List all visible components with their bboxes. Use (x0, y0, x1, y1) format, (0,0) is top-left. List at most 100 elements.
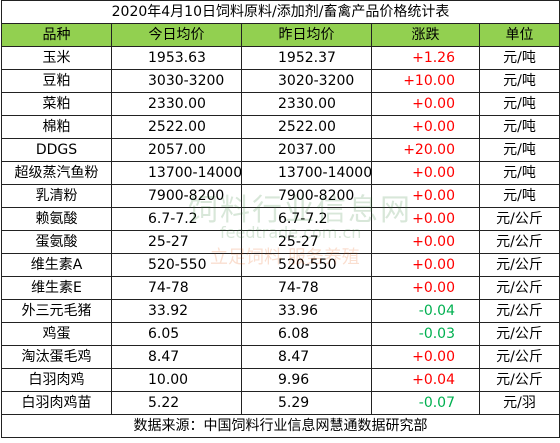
cell-change: +10.00 (371, 69, 480, 93)
cell-change: +0.00 (371, 345, 480, 369)
cell-variety: 乳清粉 (1, 184, 112, 208)
cell-unit: 元/公斤 (478, 322, 560, 346)
cell-unit: 元/吨 (478, 46, 560, 70)
cell-unit: 元/公斤 (478, 253, 560, 277)
cell-today-price: 5.22 (111, 391, 242, 415)
cell-variety: 白羽肉鸡 (1, 368, 112, 392)
cell-yesterday-price: 6.08 (241, 322, 372, 346)
cell-unit: 元/公斤 (478, 299, 560, 323)
table-row: 白羽肉鸡 10.00 9.96 +0.04 元/公斤 (1, 368, 560, 392)
cell-unit: 元/公斤 (478, 207, 560, 231)
cell-variety: 淘汰蛋毛鸡 (1, 345, 112, 369)
table-row: 白羽肉鸡苗 5.22 5.29 -0.07 元/羽 (1, 391, 560, 415)
table-row: 棉粕 2522.00 2522.00 +0.00 元/吨 (1, 115, 560, 139)
cell-unit: 元/公斤 (478, 345, 560, 369)
cell-unit: 元/公斤 (478, 276, 560, 300)
cell-today-price: 2522.00 (111, 115, 242, 139)
cell-yesterday-price: 2522.00 (241, 115, 372, 139)
cell-change: +0.00 (371, 253, 480, 277)
cell-change: +0.00 (371, 115, 480, 139)
cell-unit: 元/吨 (478, 138, 560, 162)
cell-yesterday-price: 9.96 (241, 368, 372, 392)
cell-variety: 外三元毛猪 (1, 299, 112, 323)
cell-change: -0.03 (371, 322, 480, 346)
cell-yesterday-price: 6.7-7.2 (241, 207, 372, 231)
table-body: 玉米 1953.63 1952.37 +1.26 元/吨 豆粕 3030-3200 3020-… (1, 46, 560, 415)
cell-variety: 白羽肉鸡苗 (1, 391, 112, 415)
cell-variety: 赖氨酸 (1, 207, 112, 231)
cell-variety: DDGS (1, 138, 112, 162)
cell-variety: 超级蒸汽鱼粉 (1, 161, 112, 185)
table-row: 超级蒸汽鱼粉 13700-14000 13700-14000 +0.00 元/吨 (1, 161, 560, 185)
cell-yesterday-price: 520-550 (241, 253, 372, 277)
cell-yesterday-price: 5.29 (241, 391, 372, 415)
cell-yesterday-price: 1952.37 (241, 46, 372, 70)
cell-yesterday-price: 3020-3200 (241, 69, 372, 93)
header-change: 涨跌 (371, 23, 480, 47)
header-today-price: 今日均价 (111, 23, 242, 47)
cell-variety: 玉米 (1, 46, 112, 70)
cell-change: +0.00 (371, 230, 480, 254)
cell-variety: 菜粕 (1, 92, 112, 116)
header-unit: 单位 (478, 23, 560, 47)
header-row: 品种 今日均价 昨日均价 涨跌 单位 (1, 23, 560, 47)
cell-change: -0.04 (371, 299, 480, 323)
cell-yesterday-price: 8.47 (241, 345, 372, 369)
cell-variety: 豆粕 (1, 69, 112, 93)
table-row: 乳清粉 7900-8200 7900-8200 +0.00 元/吨 (1, 184, 560, 208)
cell-variety: 蛋氨酸 (1, 230, 112, 254)
cell-change: +20.00 (371, 138, 480, 162)
cell-today-price: 13700-14000 (111, 161, 242, 185)
cell-change: +0.00 (371, 92, 480, 116)
cell-yesterday-price: 25-27 (241, 230, 372, 254)
cell-change: +0.00 (371, 161, 480, 185)
table-title: 2020年4月10日饲料原料/添加剂/畜禽产品价格统计表 (0, 0, 560, 24)
cell-unit: 元/羽 (478, 391, 560, 415)
cell-today-price: 8.47 (111, 345, 242, 369)
cell-unit: 元/吨 (478, 115, 560, 139)
cell-variety: 维生素A (1, 253, 112, 277)
table-row: 玉米 1953.63 1952.37 +1.26 元/吨 (1, 46, 560, 70)
cell-unit: 元/吨 (478, 184, 560, 208)
cell-unit: 元/吨 (478, 161, 560, 185)
cell-unit: 元/公斤 (478, 368, 560, 392)
cell-change: +0.00 (371, 184, 480, 208)
cell-today-price: 3030-3200 (111, 69, 242, 93)
table-row: 维生素E 74-78 74-78 +0.00 元/公斤 (1, 276, 560, 300)
cell-yesterday-price: 2037.00 (241, 138, 372, 162)
table-row: 外三元毛猪 33.92 33.96 -0.04 元/公斤 (1, 299, 560, 323)
cell-today-price: 520-550 (111, 253, 242, 277)
cell-unit: 元/公斤 (478, 230, 560, 254)
cell-today-price: 2057.00 (111, 138, 242, 162)
cell-unit: 元/吨 (478, 69, 560, 93)
cell-yesterday-price: 74-78 (241, 276, 372, 300)
table-row: 赖氨酸 6.7-7.2 6.7-7.2 +0.00 元/公斤 (1, 207, 560, 231)
cell-today-price: 6.05 (111, 322, 242, 346)
cell-change: +0.00 (371, 276, 480, 300)
header-variety: 品种 (1, 23, 112, 47)
table-row: DDGS 2057.00 2037.00 +20.00 元/吨 (1, 138, 560, 162)
cell-change: +0.04 (371, 368, 480, 392)
cell-today-price: 25-27 (111, 230, 242, 254)
cell-yesterday-price: 2330.00 (241, 92, 372, 116)
cell-today-price: 74-78 (111, 276, 242, 300)
title-row: 2020年4月10日饲料原料/添加剂/畜禽产品价格统计表 (0, 0, 560, 24)
table-row: 鸡蛋 6.05 6.08 -0.03 元/公斤 (1, 322, 560, 346)
cell-today-price: 7900-8200 (111, 184, 242, 208)
cell-today-price: 1953.63 (111, 46, 242, 70)
cell-yesterday-price: 13700-14000 (241, 161, 372, 185)
footer-row: 数据来源：中国饲料行业信息网慧通数据研究部 (0, 414, 560, 438)
table-row: 菜粕 2330.00 2330.00 +0.00 元/吨 (1, 92, 560, 116)
cell-yesterday-price: 33.96 (241, 299, 372, 323)
cell-yesterday-price: 7900-8200 (241, 184, 372, 208)
cell-today-price: 10.00 (111, 368, 242, 392)
table-row: 豆粕 3030-3200 3020-3200 +10.00 元/吨 (1, 69, 560, 93)
data-source: 数据来源：中国饲料行业信息网慧通数据研究部 (0, 414, 560, 438)
cell-variety: 维生素E (1, 276, 112, 300)
table-row: 蛋氨酸 25-27 25-27 +0.00 元/公斤 (1, 230, 560, 254)
cell-today-price: 6.7-7.2 (111, 207, 242, 231)
cell-today-price: 33.92 (111, 299, 242, 323)
header-yesterday-price: 昨日均价 (241, 23, 372, 47)
